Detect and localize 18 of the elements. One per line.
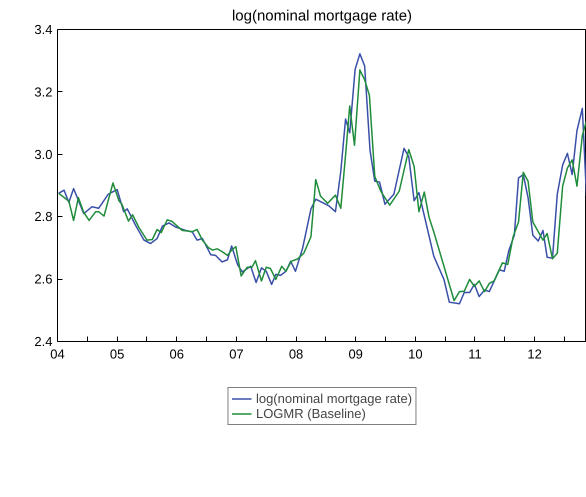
y-tick-label: 3.4 xyxy=(34,22,53,37)
x-tick-label: 06 xyxy=(170,346,184,362)
y-tick-label: 3.0 xyxy=(34,146,53,162)
y-tick-label: 2.8 xyxy=(34,209,53,224)
x-tick-label: 10 xyxy=(408,346,423,362)
y-tick-label: 2.4 xyxy=(34,334,53,349)
legend-label: LOGMR (Baseline) xyxy=(256,406,366,421)
y-tick-label: 2.6 xyxy=(34,272,53,287)
legend-label: log(nominal mortgage rate) xyxy=(256,391,412,406)
x-tick-label: 04 xyxy=(50,346,65,362)
x-tick-label: 12 xyxy=(527,346,542,362)
y-tick-label: 3.2 xyxy=(34,84,53,100)
x-tick-label: 07 xyxy=(229,346,244,362)
x-tick-label: 08 xyxy=(288,346,304,362)
x-tick-label: 09 xyxy=(348,346,363,362)
x-tick-label: 11 xyxy=(468,346,482,362)
chart-title: log(nominal mortgage rate) xyxy=(232,8,412,24)
x-tick-label: 05 xyxy=(110,346,124,362)
